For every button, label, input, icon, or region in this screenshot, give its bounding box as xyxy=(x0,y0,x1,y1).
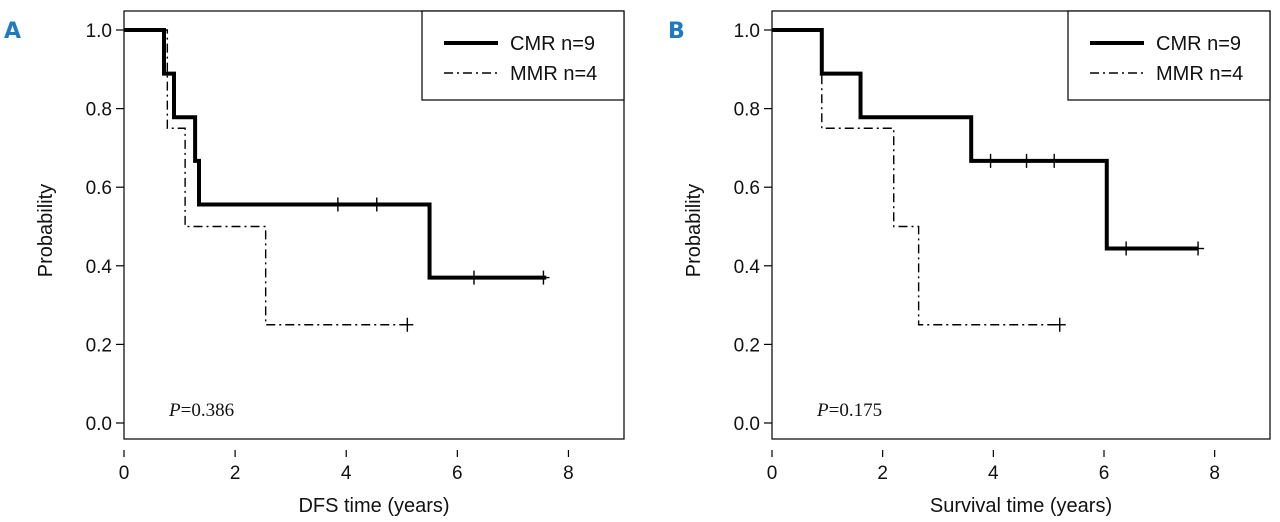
y-tick-label: 0.4 xyxy=(86,257,113,278)
km-curve-cmr xyxy=(124,28,547,280)
y-tick-label: 1.0 xyxy=(86,21,112,42)
legend-label: MMR n=4 xyxy=(510,63,597,85)
p-value-annotation: P=0.386 xyxy=(168,400,234,421)
y-tick-label: 0.8 xyxy=(734,100,760,121)
legend-label: CMR n=9 xyxy=(510,33,595,55)
y-tick-label: 0.2 xyxy=(734,335,760,356)
legend-label: MMR n=4 xyxy=(1156,63,1243,85)
p-symbol: P xyxy=(168,400,181,421)
plot-frame xyxy=(771,10,1271,440)
y-tick-label: 0.2 xyxy=(86,335,112,356)
panel-label: B xyxy=(668,19,685,44)
y-tick-label: 0.0 xyxy=(734,414,760,435)
x-tick-label: 6 xyxy=(1099,463,1110,484)
y-tick-label: 0.8 xyxy=(86,100,112,121)
km-curve-mmr xyxy=(124,29,408,326)
legend-box xyxy=(1067,10,1271,101)
y-axis-title: Probability xyxy=(683,184,705,277)
y-tick-label: 0.0 xyxy=(86,414,112,435)
plot-frame xyxy=(123,10,625,440)
y-axis-title: Probability xyxy=(35,184,57,277)
x-axis-title: Survival time (years) xyxy=(930,495,1112,517)
x-tick-label: 2 xyxy=(230,463,241,484)
y-tick-label: 1.0 xyxy=(734,21,760,42)
panel-label: A xyxy=(4,19,21,44)
x-tick-label: 0 xyxy=(119,463,130,484)
panel-b: B 0.0 0.2 0.4 0.6 0.8 1.0 0 2 4 6 8 Survival time (y… xyxy=(668,10,1271,517)
x-tick-label: 4 xyxy=(341,463,352,484)
panel-a: A 0.0 0.2 0.4 0.6 0.8 1.0 0 2 4 6 8 DFS time (years)… xyxy=(4,10,625,517)
legend-box xyxy=(421,10,625,101)
y-tick-label: 0.4 xyxy=(734,257,761,278)
x-tick-label: 0 xyxy=(767,463,778,484)
x-tick-label: 6 xyxy=(452,463,463,484)
p-value: =0.175 xyxy=(829,400,882,421)
p-value: =0.386 xyxy=(181,400,234,421)
y-tick-label: 0.6 xyxy=(734,178,760,199)
x-tick-label: 2 xyxy=(877,463,888,484)
km-curve-mmr xyxy=(772,29,1060,326)
legend-label: CMR n=9 xyxy=(1156,33,1241,55)
p-symbol: P xyxy=(816,400,829,421)
x-tick-label: 8 xyxy=(1209,463,1220,484)
x-tick-label: 8 xyxy=(563,463,574,484)
p-value-annotation: P=0.175 xyxy=(816,400,882,421)
x-axis-title: DFS time (years) xyxy=(298,495,449,517)
x-tick-label: 4 xyxy=(988,463,999,484)
y-tick-label: 0.6 xyxy=(86,178,112,199)
